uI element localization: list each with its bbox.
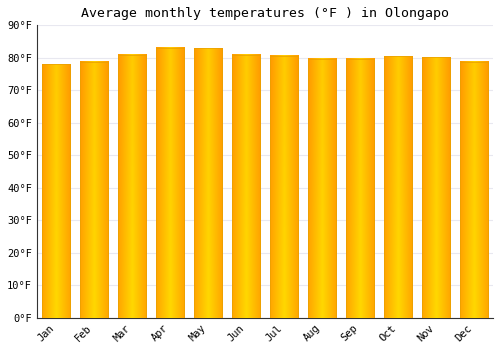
Title: Average monthly temperatures (°F ) in Olongapo: Average monthly temperatures (°F ) in Ol… [81,7,449,20]
